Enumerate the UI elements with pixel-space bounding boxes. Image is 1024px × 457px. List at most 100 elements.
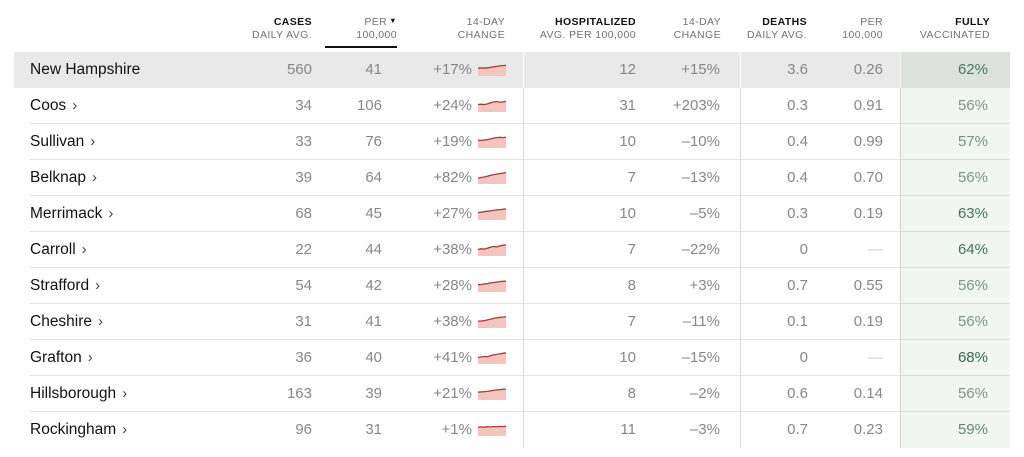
header-per100k-line2: 100,000: [356, 29, 397, 41]
chevron-right-icon: ›: [90, 133, 96, 150]
county-name-link[interactable]: Belknap ›: [30, 169, 98, 186]
cases-14day-change-cell: +1%: [441, 421, 472, 438]
header-cases-per-100k[interactable]: PER ▼ 100,000: [325, 16, 397, 48]
fully-vaccinated-cell: 56%: [957, 277, 988, 294]
chevron-right-icon: ›: [72, 97, 78, 114]
hospitalized-14day-change-cell: –5%: [689, 205, 720, 222]
cases-14day-change-cell: +21%: [433, 385, 472, 402]
cases-per-100k-cell: 41: [365, 313, 382, 330]
county-row[interactable]: Grafton › 36 40 +41% 10 –15% 0 — 68%: [14, 340, 1010, 376]
county-name-link[interactable]: Coos ›: [30, 97, 78, 114]
header-cases[interactable]: CASES DAILY AVG.: [252, 16, 312, 42]
header-per100k-line1: PER: [364, 16, 388, 28]
cases-14day-change-cell: +38%: [433, 241, 472, 258]
cases-daily-avg-cell: 54: [295, 277, 312, 294]
county-row[interactable]: Carroll › 22 44 +38% 7 –22% 0 — 64%: [14, 232, 1010, 268]
county-name-link[interactable]: Rockingham ›: [30, 421, 128, 438]
state-name: New Hampshire: [30, 61, 141, 78]
cases-trend-sparkline: [478, 388, 506, 400]
county-name-link[interactable]: Carroll ›: [30, 241, 87, 258]
state-total-row: New Hampshire 560 41 +17% 12 +15% 3.6 0.26 62%: [14, 52, 1010, 88]
county-row[interactable]: Sullivan › 33 76 +19% 10 –10% 0.4 0.99 57%: [14, 124, 1010, 160]
chevron-right-icon: ›: [95, 277, 101, 294]
header-hospitalized[interactable]: HOSPITALIZED AVG. PER 100,000: [540, 16, 636, 42]
header-deaths[interactable]: DEATHS DAILY AVG.: [747, 16, 807, 42]
deaths-daily-avg-cell: 0.7: [787, 277, 808, 294]
deaths-daily-avg-cell: 0.7: [787, 421, 808, 438]
deaths-per-100k-cell: 0.14: [853, 385, 883, 402]
deaths-per-100k-cell: 0.23: [853, 421, 883, 438]
fully-vaccinated-cell: 56%: [957, 385, 988, 402]
cases-trend-sparkline: [478, 316, 506, 328]
header-change-line2: CHANGE: [457, 29, 505, 41]
hospitalized-14day-change-cell: –3%: [689, 421, 720, 438]
cases-trend-sparkline: [478, 244, 506, 256]
header-vax-line2: VACCINATED: [919, 29, 990, 41]
county-row[interactable]: Rockingham › 96 31 +1% 11 –3% 0.7 0.23 59%: [14, 412, 1010, 448]
cases-daily-avg-cell: 163: [286, 385, 312, 402]
cases-14day-change-cell: +41%: [433, 349, 472, 366]
county-name-link[interactable]: Hillsborough ›: [30, 385, 128, 402]
deaths-per-100k-cell: 0.26: [853, 61, 883, 78]
county-row[interactable]: Merrimack › 68 45 +27% 10 –5% 0.3 0.19 63%: [14, 196, 1010, 232]
cases-daily-avg-cell: 68: [295, 205, 312, 222]
chevron-right-icon: ›: [122, 385, 128, 402]
header-hospitalized-14day-change[interactable]: 14-DAY CHANGE: [674, 16, 721, 42]
deaths-daily-avg-cell: 0: [799, 349, 808, 366]
cases-14day-change-cell: +27%: [433, 205, 472, 222]
header-deaths-per-100k[interactable]: PER 100,000: [842, 16, 883, 42]
header-hospchange-line2: CHANGE: [673, 29, 721, 41]
header-fully-vaccinated[interactable]: FULLY VACCINATED: [920, 16, 990, 42]
cases-per-100k-cell: 76: [365, 133, 382, 150]
hospitalized-avg-cell: 7: [627, 241, 636, 258]
cases-per-100k-cell: 64: [365, 169, 382, 186]
sort-descending-icon: ▼: [389, 16, 397, 25]
cases-trend-sparkline: [478, 425, 506, 436]
deaths-per-100k-cell: 0.99: [853, 133, 883, 150]
column-divider-gap: [900, 52, 901, 88]
hospitalized-avg-cell: 7: [627, 313, 636, 330]
column-divider: [900, 88, 901, 448]
fully-vaccinated-cell: 68%: [957, 349, 988, 366]
cases-daily-avg-cell: 39: [295, 169, 312, 186]
hospitalized-avg-cell: 11: [620, 421, 636, 438]
cases-trend-sparkline: [478, 352, 506, 364]
cases-per-100k-cell: 106: [356, 97, 382, 114]
hospitalized-14day-change-cell: –15%: [681, 349, 720, 366]
deaths-per-100k-cell: 0.19: [853, 205, 883, 222]
hospitalized-avg-cell: 8: [627, 385, 636, 402]
county-row[interactable]: Belknap › 39 64 +82% 7 –13% 0.4 0.70 56%: [14, 160, 1010, 196]
cases-per-100k-cell: 44: [365, 241, 382, 258]
deaths-per-100k-cell: —: [868, 349, 883, 366]
deaths-per-100k-cell: 0.55: [853, 277, 883, 294]
header-change-line1: 14-DAY: [466, 16, 505, 28]
header-cases-line1: CASES: [273, 16, 312, 28]
county-row[interactable]: Cheshire › 31 41 +38% 7 –11% 0.1 0.19 56%: [14, 304, 1010, 340]
county-name-link[interactable]: Merrimack ›: [30, 205, 114, 222]
chevron-right-icon: ›: [98, 313, 104, 330]
cases-14day-change-cell: +19%: [433, 133, 472, 150]
column-divider-gap: [740, 52, 741, 88]
fully-vaccinated-cell: 63%: [957, 205, 988, 222]
deaths-daily-avg-cell: 0.6: [787, 385, 808, 402]
county-row[interactable]: Coos › 34 106 +24% 31 +203% 0.3 0.91 56%: [14, 88, 1010, 124]
hospitalized-14day-change-cell: –2%: [689, 385, 720, 402]
county-row[interactable]: Hillsborough › 163 39 +21% 8 –2% 0.6 0.14 56%: [14, 376, 1010, 412]
county-name-link[interactable]: Sullivan ›: [30, 133, 96, 150]
hospitalized-14day-change-cell: –22%: [681, 241, 720, 258]
county-name-link[interactable]: Cheshire ›: [30, 313, 104, 330]
cases-per-100k-cell: 31: [365, 421, 382, 438]
deaths-daily-avg-cell: 0.4: [787, 133, 808, 150]
cases-14day-change-cell: +28%: [433, 277, 472, 294]
header-hospitalized-line2: AVG. PER 100,000: [539, 29, 636, 41]
deaths-daily-avg-cell: 3.6: [787, 61, 808, 78]
fully-vaccinated-cell: 57%: [957, 133, 988, 150]
cases-trend-sparkline: [478, 64, 506, 76]
county-name-link[interactable]: Strafford ›: [30, 277, 101, 294]
header-deathsper-line1: PER: [860, 16, 883, 28]
county-name-link[interactable]: Grafton ›: [30, 349, 93, 366]
header-vax-line1: FULLY: [955, 16, 990, 28]
cases-per-100k-cell: 39: [365, 385, 382, 402]
county-row[interactable]: Strafford › 54 42 +28% 8 +3% 0.7 0.55 56%: [14, 268, 1010, 304]
header-cases-14day-change[interactable]: 14-DAY CHANGE: [458, 16, 505, 42]
